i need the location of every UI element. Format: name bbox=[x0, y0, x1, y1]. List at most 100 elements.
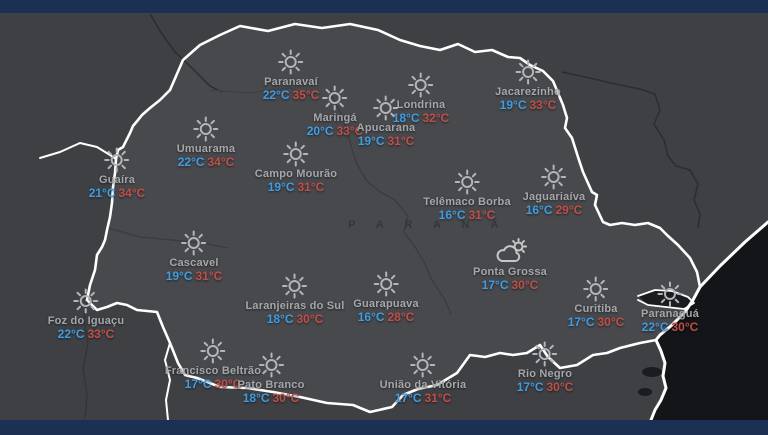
city-marker[interactable]: Paranaguá 22°C 30°C bbox=[641, 280, 699, 334]
city-marker[interactable]: Umuarama 22°C 34°C bbox=[177, 115, 235, 169]
city-temps: 17°C 30°C bbox=[482, 278, 539, 292]
city-name: Cascavel bbox=[169, 257, 219, 269]
sun-icon bbox=[410, 352, 436, 377]
temp-max: 29°C bbox=[555, 203, 583, 217]
sun-icon bbox=[657, 281, 683, 306]
temp-min: 19°C bbox=[267, 180, 295, 194]
ocean-area bbox=[651, 222, 768, 435]
city-name: Telêmaco Borba bbox=[423, 196, 511, 208]
city-name: Pato Branco bbox=[237, 379, 305, 391]
sun-icon bbox=[73, 288, 99, 313]
city-temps: 16°C 31°C bbox=[439, 208, 496, 222]
top-frame-bar bbox=[0, 0, 768, 13]
city-temps: 22°C 34°C bbox=[178, 155, 235, 169]
city-marker[interactable]: Foz do Iguaçu 22°C 33°C bbox=[48, 287, 125, 341]
city-temps: 17°C 30°C bbox=[517, 380, 574, 394]
city-marker[interactable]: Telêmaco Borba 16°C 31°C bbox=[423, 168, 511, 222]
temp-min: 20°C bbox=[306, 124, 334, 138]
temp-min: 18°C bbox=[392, 111, 420, 125]
bottom-frame-bar bbox=[0, 420, 768, 435]
city-temps: 19°C 31°C bbox=[166, 269, 223, 283]
city-marker[interactable]: Campo Mourão 19°C 31°C bbox=[255, 140, 337, 194]
temp-min: 18°C bbox=[266, 312, 294, 326]
temp-max: 30°C bbox=[597, 315, 625, 329]
sun-icon bbox=[373, 271, 399, 296]
temp-min: 18°C bbox=[242, 391, 270, 405]
city-marker[interactable]: Paranavaí 22°C 35°C bbox=[263, 48, 320, 102]
temp-max: 34°C bbox=[207, 155, 235, 169]
city-temps: 22°C 33°C bbox=[58, 327, 115, 341]
temp-max: 31°C bbox=[468, 208, 496, 222]
temp-min: 22°C bbox=[57, 327, 85, 341]
river-border-tributary bbox=[39, 142, 117, 160]
city-marker[interactable]: Rio Negro 17°C 30°C bbox=[517, 340, 574, 394]
temp-max: 34°C bbox=[118, 186, 146, 200]
city-name: Jacarezinho bbox=[495, 86, 561, 98]
sun-icon bbox=[193, 116, 219, 141]
city-name: Rio Negro bbox=[517, 368, 573, 380]
temp-max: 33°C bbox=[87, 327, 115, 341]
temp-max: 30°C bbox=[511, 278, 539, 292]
temp-max: 32°C bbox=[422, 111, 450, 125]
city-temps: 19°C 31°C bbox=[358, 134, 415, 148]
sun-icon bbox=[322, 85, 348, 110]
state-border-south bbox=[85, 298, 658, 414]
city-name: Jaguariaíva bbox=[522, 191, 586, 203]
city-marker[interactable]: Apucarana 19°C 31°C bbox=[357, 94, 416, 148]
city-marker[interactable]: Laranjeiras do Sul 18°C 30°C bbox=[246, 272, 345, 326]
city-name: Curitiba bbox=[574, 303, 618, 315]
city-marker[interactable]: Londrina 18°C 32°C bbox=[392, 71, 450, 125]
temp-max: 31°C bbox=[297, 180, 325, 194]
sun-icon bbox=[532, 341, 558, 366]
temp-min: 22°C bbox=[641, 320, 669, 334]
sun-icon bbox=[104, 147, 130, 172]
argentina-border bbox=[164, 342, 171, 421]
city-marker[interactable]: União da Vitória 17°C 31°C bbox=[380, 351, 467, 405]
city-temps: 17°C 30°C bbox=[185, 377, 242, 391]
city-temps: 21°C 34°C bbox=[89, 186, 146, 200]
temp-max: 30°C bbox=[272, 391, 300, 405]
temp-min: 16°C bbox=[525, 203, 553, 217]
city-marker[interactable]: Pato Branco 18°C 30°C bbox=[238, 351, 305, 405]
city-marker[interactable]: Guaíra 21°C 34°C bbox=[89, 146, 146, 200]
temp-min: 19°C bbox=[357, 134, 385, 148]
cloud-sun-icon bbox=[496, 238, 527, 262]
city-temps: 19°C 33°C bbox=[500, 98, 557, 112]
city-name: Francisco Beltrão bbox=[164, 365, 262, 377]
temp-max: 28°C bbox=[387, 310, 415, 324]
sun-icon bbox=[258, 352, 284, 377]
temp-min: 22°C bbox=[177, 155, 205, 169]
city-name: Paranavaí bbox=[264, 76, 318, 88]
temp-min: 16°C bbox=[357, 310, 385, 324]
city-marker[interactable]: Jacarezinho 19°C 33°C bbox=[495, 58, 561, 112]
sun-icon bbox=[373, 95, 399, 120]
temp-min: 17°C bbox=[184, 377, 212, 391]
city-marker[interactable]: Maringá 20°C 33°C bbox=[306, 84, 363, 138]
city-temps: 18°C 30°C bbox=[267, 312, 324, 326]
temp-max: 30°C bbox=[296, 312, 324, 326]
city-marker[interactable]: Guarapuava 16°C 28°C bbox=[353, 270, 419, 324]
city-temps: 19°C 31°C bbox=[268, 180, 325, 194]
city-temps: 16°C 29°C bbox=[526, 203, 583, 217]
temp-max: 31°C bbox=[424, 391, 452, 405]
temp-min: 22°C bbox=[262, 88, 290, 102]
temp-min: 17°C bbox=[567, 315, 595, 329]
city-temps: 22°C 35°C bbox=[263, 88, 320, 102]
state-border-west bbox=[85, 88, 172, 302]
sun-icon bbox=[200, 338, 226, 363]
city-marker[interactable]: Cascavel 19°C 31°C bbox=[166, 229, 223, 283]
city-marker[interactable]: Curitiba 17°C 30°C bbox=[567, 275, 625, 329]
city-marker[interactable]: Jaguariaíva 16°C 29°C bbox=[523, 163, 586, 217]
coastal-inlet bbox=[638, 388, 652, 396]
city-marker[interactable]: Francisco Beltrão 17°C 30°C bbox=[165, 337, 261, 391]
temp-max: 33°C bbox=[529, 98, 557, 112]
river-line bbox=[107, 227, 229, 249]
city-temps: 22°C 30°C bbox=[642, 320, 699, 334]
city-marker[interactable]: Ponta Grossa 17°C 30°C bbox=[473, 238, 547, 292]
temp-min: 21°C bbox=[88, 186, 116, 200]
city-name: Maringá bbox=[313, 112, 357, 124]
city-name: Guarapuava bbox=[353, 298, 419, 310]
city-name: Apucarana bbox=[356, 122, 416, 134]
temp-max: 30°C bbox=[546, 380, 574, 394]
